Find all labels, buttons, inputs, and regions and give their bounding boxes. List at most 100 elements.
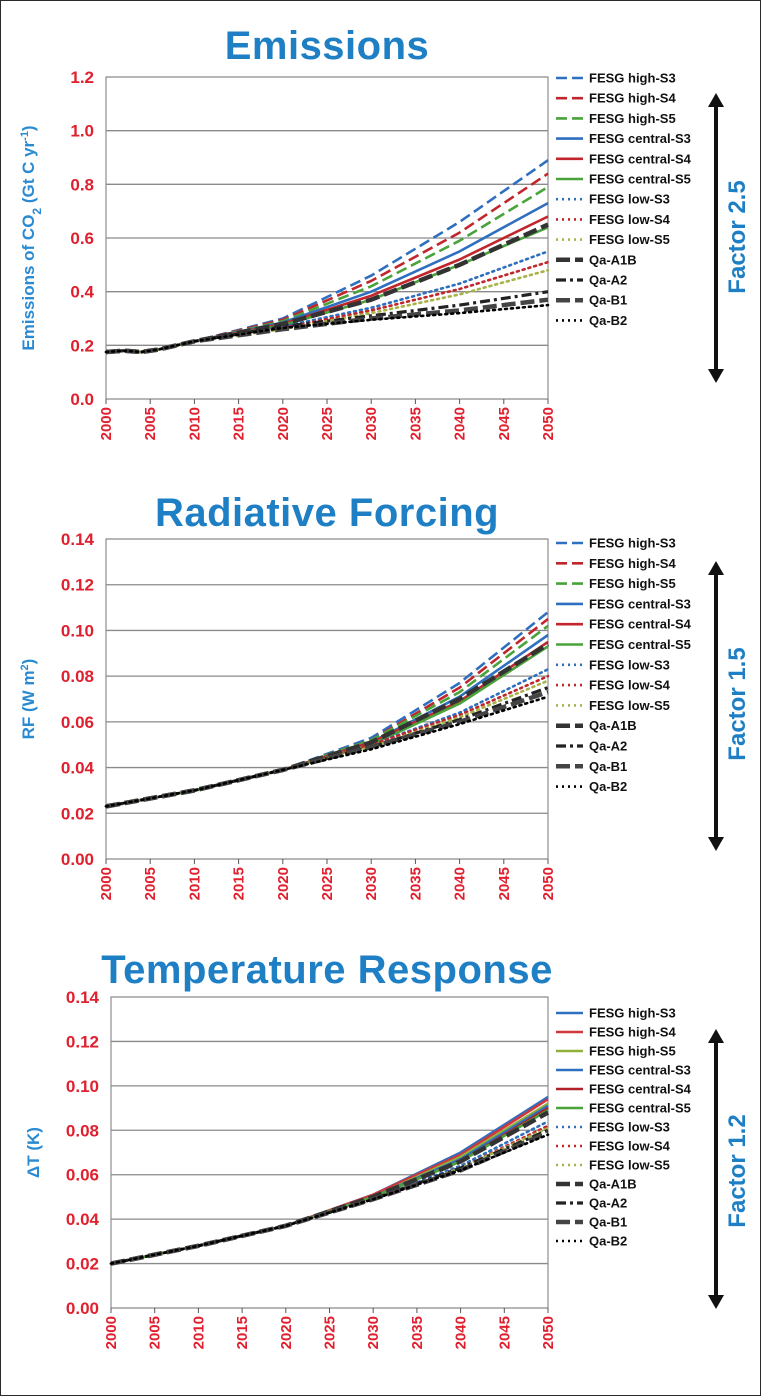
x-tick-label: 2030 [363, 407, 380, 440]
legend-label: FESG central-S5 [589, 637, 691, 652]
x-tick-label: 2000 [98, 867, 115, 900]
x-tick-label: 2045 [496, 407, 513, 440]
legend-label: FESG low-S3 [589, 657, 670, 672]
y-axis-label-part: RF (W m [19, 670, 38, 739]
x-tick-label: 2015 [231, 407, 248, 440]
legend-label: FESG high-S4 [589, 1025, 676, 1040]
legend: FESG high-S3 FESG high-S4 FESG high-S5 FESG… [556, 1006, 692, 1249]
series-line [104, 303, 550, 354]
legend-label: FESG low-S4 [589, 212, 671, 227]
factor-label: Factor 2.5 [724, 180, 751, 293]
y-tick-label: 0.08 [66, 1121, 99, 1140]
x-tick-label: 2015 [234, 1316, 251, 1349]
y-axis-label-part: Emissions of CO [19, 215, 38, 351]
x-tick-label: 2040 [452, 867, 469, 900]
y-tick-label: 0.10 [61, 621, 94, 640]
x-tick-label: 2035 [407, 867, 424, 900]
x-tick-label: 2030 [365, 1316, 382, 1349]
chart-panel-2: Radiative Forcing 0.00 0.02 0.04 0.06 0.08 0.1… [19, 491, 751, 900]
x-tick-label: 2025 [319, 407, 336, 440]
x-tick-label: 2000 [103, 1316, 120, 1349]
x-tick-label: 2030 [363, 867, 380, 900]
legend-label: FESG high-S5 [589, 111, 676, 126]
legend-label: FESG low-S3 [589, 1120, 670, 1135]
y-tick-label: 0.06 [66, 1166, 99, 1185]
y-tick-label: 0.0 [70, 390, 94, 409]
y-tick-label: 0.10 [66, 1077, 99, 1096]
series-lines [104, 611, 550, 809]
factor-label: Factor 1.5 [724, 647, 751, 760]
legend-label: FESG high-S3 [589, 71, 676, 86]
y-tick-label: 0.02 [66, 1255, 99, 1274]
legend-label: FESG central-S4 [589, 1082, 692, 1097]
legend-label: FESG high-S3 [589, 536, 676, 551]
legend-label: FESG high-S5 [589, 1044, 676, 1059]
x-tick-label: 2050 [540, 1316, 557, 1349]
x-tick-label: 2045 [496, 1316, 513, 1349]
plot-area [105, 538, 549, 860]
x-tick-label: 2010 [186, 407, 203, 440]
legend-label: Qa-A1B [589, 718, 637, 733]
y-tick-label: 0.4 [70, 283, 94, 302]
x-tick-label: 2040 [453, 1316, 470, 1349]
legend-label: FESG central-S4 [589, 617, 692, 632]
y-tick-label: 0.8 [70, 175, 94, 194]
y-axis-label: ΔT (K) [24, 1127, 43, 1178]
y-axis-label-part: 2 [30, 208, 44, 215]
x-tick-label: 2050 [540, 867, 557, 900]
y-axis-label-part: -1 [19, 131, 31, 141]
x-tick-label: 2015 [231, 867, 248, 900]
y-tick-label: 0.04 [66, 1210, 100, 1229]
legend-label: Qa-A1B [589, 252, 637, 267]
y-tick-label: 0.00 [66, 1299, 99, 1318]
x-tick-label: 2005 [142, 407, 159, 440]
legend-label: FESG central-S5 [589, 1101, 691, 1116]
legend-label: Qa-A2 [589, 273, 627, 288]
chart-title: Temperature Response [101, 948, 553, 992]
x-tick-label: 2010 [190, 1316, 207, 1349]
x-tick-label: 2005 [147, 1316, 164, 1349]
y-tick-label: 0.08 [61, 667, 94, 686]
x-tick-label: 2035 [409, 1316, 426, 1349]
arrow-down-icon [708, 1295, 724, 1309]
x-tick-label: 2020 [278, 1316, 295, 1349]
x-tick-label: 2025 [322, 1316, 339, 1349]
legend-label: Qa-B1 [589, 759, 627, 774]
legend-label: FESG high-S5 [589, 576, 676, 591]
y-tick-label: 0.2 [70, 336, 94, 355]
x-tick-label: 2000 [98, 407, 115, 440]
legend: FESG high-S3 FESG high-S4 FESG high-S5 FESG… [556, 536, 692, 794]
legend-label: Qa-A1B [589, 1177, 637, 1192]
legend-label: FESG low-S5 [589, 698, 670, 713]
arrow-down-icon [708, 837, 724, 851]
y-axis-label-part: ) [19, 125, 38, 131]
legend-label: FESG central-S3 [589, 596, 691, 611]
y-tick-label: 0.6 [70, 229, 94, 248]
legend-label: Qa-B1 [589, 293, 627, 308]
y-tick-label: 0.02 [61, 804, 94, 823]
legend-label: FESG low-S3 [589, 192, 670, 207]
y-tick-label: 0.12 [66, 1032, 99, 1051]
arrow-up-icon [708, 93, 724, 107]
x-tick-label: 2040 [452, 407, 469, 440]
series-line [104, 695, 550, 808]
legend-label: FESG central-S3 [589, 131, 691, 146]
series-line [105, 686, 549, 808]
x-tick-label: 2035 [407, 407, 424, 440]
y-axis-label-part: 2 [19, 664, 31, 670]
arrow-up-icon [708, 561, 724, 575]
series-line [105, 642, 550, 809]
legend-label: FESG high-S3 [589, 1006, 676, 1021]
legend-label: FESG high-S4 [589, 556, 676, 571]
y-tick-label: 0.06 [61, 713, 94, 732]
legend-label: Qa-B1 [589, 1215, 627, 1230]
series-lines [109, 1095, 550, 1266]
legend-label: Qa-A2 [589, 1196, 627, 1211]
legend-label: Qa-B2 [589, 313, 627, 328]
legend-label: FESG low-S5 [589, 1158, 670, 1173]
y-tick-label: 0.12 [61, 576, 94, 595]
y-axis-label-part: (Gt C yr [19, 140, 38, 207]
series-line [110, 1110, 550, 1266]
x-tick-label: 2045 [496, 867, 513, 900]
